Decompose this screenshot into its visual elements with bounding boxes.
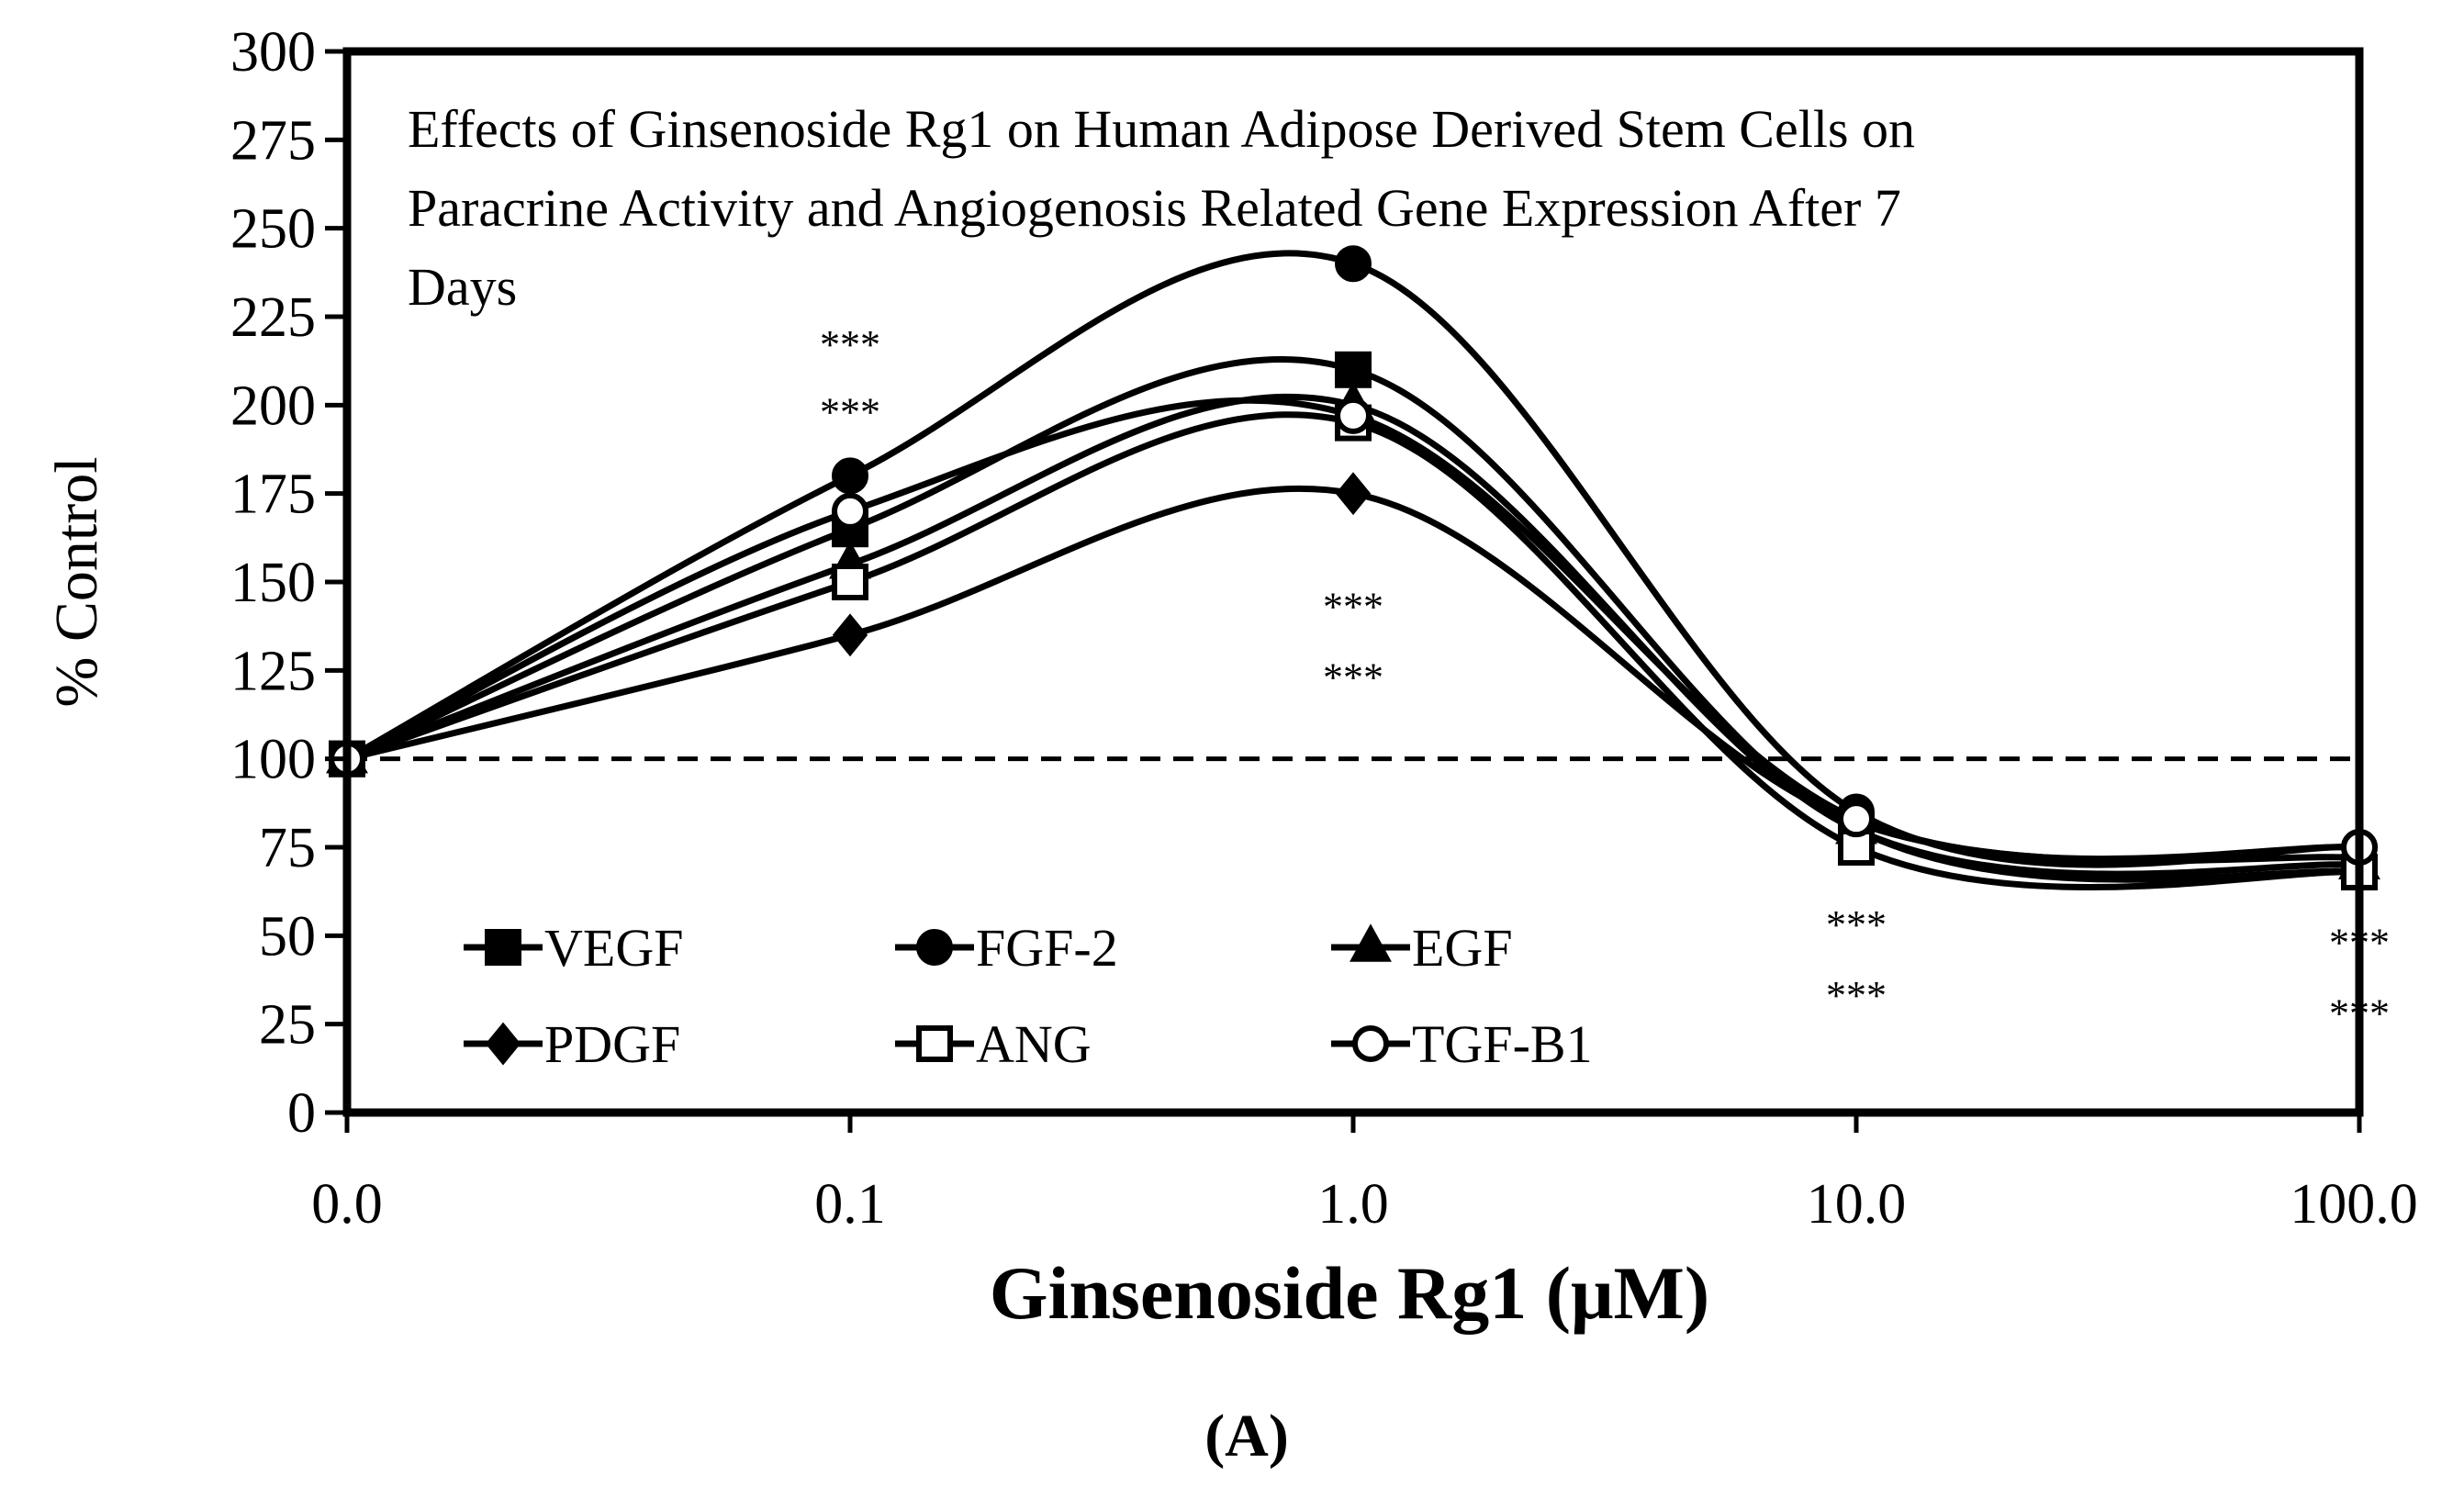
y-tick-label: 100	[230, 729, 316, 791]
series-layer	[326, 245, 2380, 890]
data-point-pdgf	[832, 613, 868, 657]
y-tick-label: 150	[230, 552, 316, 614]
x-tick-label: 1.0	[1317, 1173, 1389, 1236]
title-line-1: Effects of Ginsenoside Rg1 on Human Adip…	[408, 99, 1915, 159]
y-axis-label: % Control	[43, 456, 110, 707]
legend-marker-tgf-b1	[1352, 1025, 1389, 1062]
legend-marker-fgf-2	[916, 929, 953, 966]
legend-label-fgf-2: FGF-2	[976, 918, 1118, 978]
series-line-egf	[345, 393, 2360, 878]
legend-item-egf: EGF	[1331, 918, 1513, 978]
legend-marker-ang	[916, 1025, 953, 1062]
legend-item-pdgf: PDGF	[464, 1014, 680, 1074]
x-tick-label: 100.0	[2290, 1173, 2418, 1236]
significance-marker: ***	[1323, 584, 1383, 629]
y-tick-label: 200	[230, 375, 316, 437]
title-line-2: Paracrine Activity and Angiogenosis Rela…	[408, 178, 1901, 238]
data-point-pdgf	[1335, 472, 1372, 516]
series-egf	[326, 381, 2380, 880]
data-point-ang	[1838, 829, 1875, 866]
data-point-tgf-b1	[1335, 397, 1372, 434]
data-point-tgf-b1	[1838, 800, 1875, 838]
data-point-ang	[832, 564, 868, 600]
x-tick-label: 10.0	[1807, 1173, 1907, 1236]
y-tick-label: 125	[230, 640, 316, 702]
legend-marker-vegf	[485, 929, 521, 966]
legend: VEGF FGF-2 EGF PDGF ANG TGF-B1	[464, 918, 1593, 1074]
y-tick-label: 25	[259, 994, 316, 1057]
legend-marker-egf	[1350, 923, 1392, 962]
legend-marker-pdgf	[485, 1022, 521, 1066]
legend-item-ang: ANG	[895, 1014, 1092, 1074]
y-tick-label: 300	[230, 21, 316, 84]
chart-title: Effects of Ginsenoside Rg1 on Human Adip…	[408, 99, 1915, 317]
significance-marker: ***	[1826, 902, 1887, 947]
y-tick-label: 225	[230, 286, 316, 349]
legend-item-tgf-b1: TGF-B1	[1331, 1014, 1593, 1074]
legend-label-tgf-b1: TGF-B1	[1412, 1014, 1593, 1074]
x-tick-label: 0.1	[814, 1173, 886, 1236]
significance-marker: ***	[820, 322, 880, 367]
y-tick-label: 175	[230, 464, 316, 526]
y-tick-label: 250	[230, 198, 316, 261]
y-tick-label: 50	[259, 905, 316, 968]
x-tick-label: 0.0	[311, 1173, 383, 1236]
significance-marker: ***	[1323, 654, 1383, 699]
legend-label-ang: ANG	[976, 1014, 1092, 1074]
x-axis-label: Ginsenoside Rg1 (μM)	[990, 1251, 1710, 1335]
legend-label-egf: EGF	[1412, 918, 1513, 978]
title-line-3: Days	[408, 257, 517, 317]
y-tick-label: 275	[230, 109, 316, 172]
data-point-vegf	[1335, 351, 1372, 388]
legend-label-pdgf: PDGF	[544, 1014, 680, 1074]
data-point-tgf-b1	[832, 492, 868, 530]
panel-label: (A)	[1204, 1403, 1289, 1470]
series-fgf-2	[329, 245, 2378, 868]
series-line-tgf-b1	[345, 397, 2360, 863]
series-line-fgf-2	[345, 250, 2360, 868]
significance-marker: ***	[1826, 973, 1887, 1018]
significance-marker: ***	[820, 389, 880, 434]
legend-item-fgf-2: FGF-2	[895, 918, 1118, 978]
legend-label-vegf: VEGF	[544, 918, 683, 978]
axis-layer: 0 25 50 75 100 125 150 175 200 225 250 275 300 0.0 0.1…	[230, 21, 2418, 1236]
series-tgf-b1	[329, 397, 2378, 866]
y-tick-label: 75	[259, 817, 316, 879]
legend-item-vegf: VEGF	[464, 918, 683, 978]
y-tick-label: 0	[287, 1082, 316, 1145]
data-point-fgf-2	[832, 457, 868, 495]
data-point-fgf-2	[1335, 245, 1372, 283]
